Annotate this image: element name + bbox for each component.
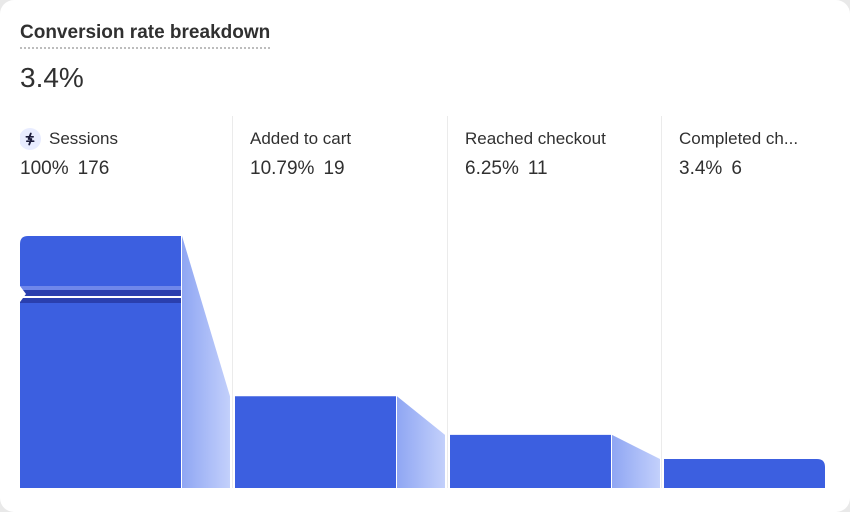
column-divider: [447, 116, 448, 488]
step-label: Completed ch...: [679, 129, 799, 148]
axis-break-notch: [20, 286, 26, 302]
column-divider: [232, 116, 233, 488]
conversion-rate-value: 3.4%: [20, 62, 84, 93]
step-count: 6: [731, 158, 742, 179]
axis-break-band: [20, 298, 181, 303]
step-added-to-cart: Added to cart 10.79% 19: [250, 128, 440, 188]
step-percent: 3.4%: [679, 158, 723, 179]
step-percent: 10.79%: [250, 158, 315, 179]
card-title[interactable]: Conversion rate breakdown: [20, 22, 271, 49]
step-percent: 100%: [20, 158, 69, 179]
funnel-bar: [450, 434, 611, 488]
step-completed-checkout: Completed ch... 3.4% 6: [679, 128, 839, 188]
shopify-flow-icon: [20, 128, 41, 150]
funnel-bar: [664, 459, 825, 488]
funnel-connector: [182, 236, 230, 488]
funnel-bar: [235, 396, 396, 488]
step-count: 11: [527, 158, 548, 179]
axis-break-band: [20, 286, 181, 290]
funnel-bar: [20, 236, 181, 488]
step-percent: 6.25%: [465, 158, 519, 179]
step-reached-checkout: Reached checkout 6.25% 11: [465, 128, 655, 188]
step-count: 19: [323, 158, 345, 179]
step-label: Added to cart: [250, 129, 352, 148]
step-count: 176: [77, 158, 110, 179]
axis-break-band: [20, 296, 181, 298]
step-sessions: Sessions 100% 176: [20, 128, 225, 188]
step-label: Sessions: [49, 129, 118, 148]
funnel-connector: [612, 434, 660, 488]
step-label: Reached checkout: [465, 129, 606, 148]
axis-break-band: [20, 290, 181, 296]
funnel-connector: [397, 396, 445, 488]
column-divider: [661, 116, 662, 488]
